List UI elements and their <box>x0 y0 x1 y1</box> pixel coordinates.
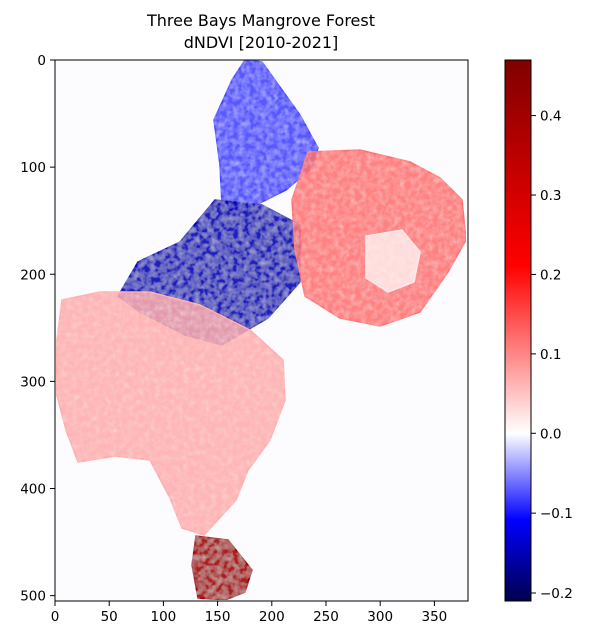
y-axis: 0 100 200 300 400 500 <box>20 53 55 605</box>
colorbar-frame <box>504 59 532 602</box>
y-tick-label: 200 <box>20 267 46 283</box>
x-tick-label: 350 <box>422 609 448 625</box>
chart-title-line-1: Three Bays Mangrove Forest <box>146 11 375 30</box>
map-region <box>213 60 319 216</box>
map-region <box>365 229 421 293</box>
x-tick-label: 250 <box>313 609 339 625</box>
x-tick-label: 150 <box>205 609 231 625</box>
colorbar-axis: −0.2 −0.1 0.0 0.1 0.2 0.3 0.4 <box>531 109 573 602</box>
x-tick-label: 200 <box>259 609 285 625</box>
y-tick-label: 300 <box>20 374 46 390</box>
colorbar-tick-label: 0.4 <box>540 109 561 125</box>
chart-title-line-2: dNDVI [2010-2021] <box>184 33 339 52</box>
plot-frame <box>54 59 469 602</box>
colorbar-tick-label: 0.2 <box>540 267 561 283</box>
x-tick-label: 50 <box>101 609 118 625</box>
y-tick-label: 400 <box>20 482 46 498</box>
colorbar-tick-label: −0.1 <box>540 506 573 522</box>
y-tick-label: 0 <box>37 53 46 69</box>
x-axis: 0 50 100 150 200 250 300 350 <box>51 601 448 625</box>
colorbar <box>505 60 531 601</box>
x-tick-label: 0 <box>51 609 60 625</box>
y-tick-label: 100 <box>20 160 46 176</box>
colorbar-tick-label: −0.2 <box>540 586 573 602</box>
colorbar-tick-label: 0.1 <box>540 347 561 363</box>
x-tick-label: 300 <box>367 609 393 625</box>
y-tick-label: 500 <box>20 589 46 605</box>
x-tick-label: 100 <box>151 609 177 625</box>
dndvi-map <box>55 60 467 601</box>
map-region <box>55 291 286 536</box>
colorbar-tick-label: 0.0 <box>540 426 561 442</box>
map-region <box>191 535 253 601</box>
colorbar-tick-label: 0.3 <box>540 188 561 204</box>
